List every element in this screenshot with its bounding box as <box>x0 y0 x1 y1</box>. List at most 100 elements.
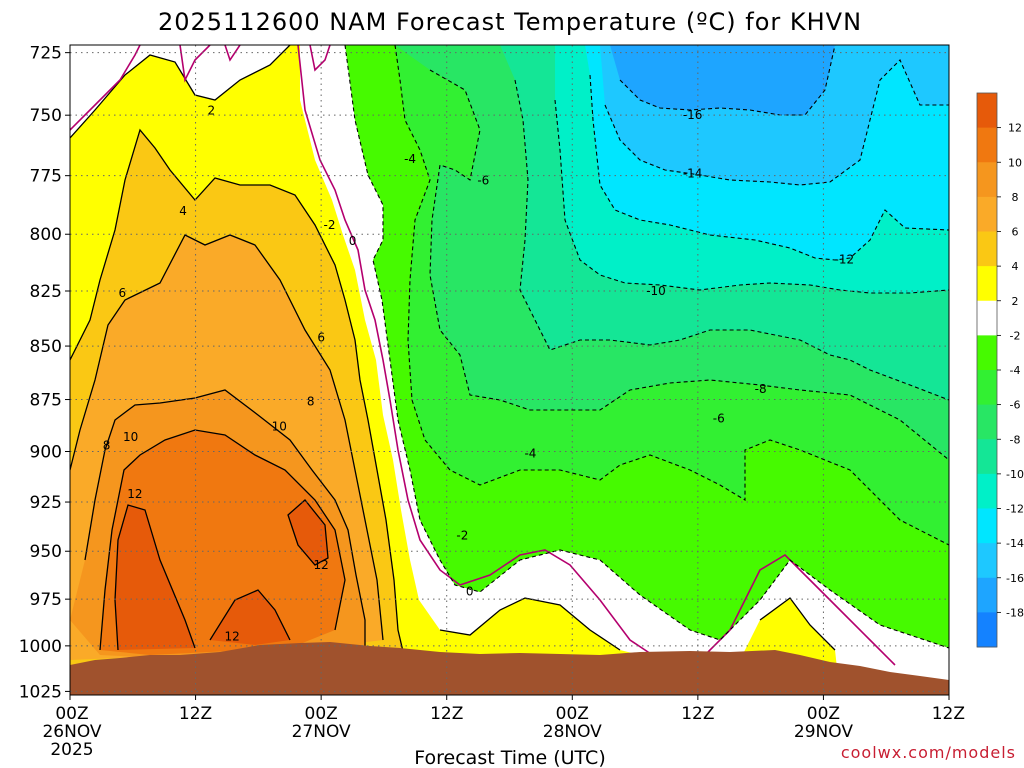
x-tick-label: 12Z <box>430 704 463 724</box>
x-tick-year: 2025 <box>50 740 93 760</box>
colorbar-label: -12 <box>1006 503 1024 516</box>
contour-label: 10 <box>123 430 138 444</box>
x-tick-label: 12Z <box>681 704 714 724</box>
x-tick-date: 26NOV <box>42 722 101 742</box>
colorbar-label: 8 <box>1012 191 1019 204</box>
y-tick-label: 750 <box>30 106 62 126</box>
colorbar-swatch <box>977 93 997 129</box>
x-tick-label: 12Z <box>932 704 965 724</box>
y-tick-label: 925 <box>30 493 62 513</box>
contour-line-0 <box>297 45 661 661</box>
contour-label: 0 <box>349 234 357 248</box>
chart-title: 2025112600 NAM Forecast Temperature (ºC)… <box>158 8 862 36</box>
contour-label: 10 <box>272 420 287 434</box>
y-tick-label: 1000 <box>19 637 62 657</box>
colorbar-swatch <box>977 508 997 544</box>
contour-line-minus4 <box>394 45 949 546</box>
y-axis: 725 750 775 800 825 850 875 900 925 950 975 1000 102… <box>19 44 70 702</box>
contour-label: 12 <box>314 558 329 572</box>
contour-label: -14 <box>683 166 703 180</box>
colorbar-swatch <box>977 543 997 579</box>
contour-line-minus12 <box>589 74 949 261</box>
colorbar-label: -16 <box>1006 572 1024 585</box>
contour-label: 6 <box>317 330 325 344</box>
contour-line-0-b <box>699 553 896 666</box>
contour-label: -4 <box>404 152 416 166</box>
credit-text: coolwx.com/models <box>841 743 1016 762</box>
colorbar-label: -4 <box>1010 364 1021 377</box>
colorbar-label: -8 <box>1010 433 1021 446</box>
freezing-line <box>70 45 896 666</box>
band-minus16-to-minus18 <box>610 45 835 115</box>
cold-contours <box>344 45 949 649</box>
colorbar: 12 10 8 6 4 2 -2 -4 -6 -8 -10 -12 -14 -16 -18 <box>976 92 1024 648</box>
colorbar-label: 4 <box>1012 260 1019 273</box>
y-tick-label: 825 <box>30 282 62 302</box>
contour-line-minus8 <box>514 79 949 401</box>
colorbar-label: -6 <box>1010 399 1021 412</box>
contour-label: -12 <box>835 252 855 266</box>
colorbar-swatch <box>977 162 997 198</box>
colorbar-swatch <box>977 404 997 440</box>
contour-line-minus14 <box>604 59 949 186</box>
contour-line-10 <box>99 429 346 651</box>
contour-label: 12 <box>225 630 240 644</box>
colorbar-swatch <box>977 473 997 509</box>
colorbar-swatch <box>977 266 997 302</box>
warm-contours <box>70 45 836 661</box>
y-tick-label: 850 <box>30 337 62 357</box>
colorbar-swatch <box>977 127 997 163</box>
contour-line-4 <box>70 128 406 661</box>
contour-line-2-lower <box>439 597 836 651</box>
contour-label: 8 <box>307 395 315 409</box>
x-tick-label: 00Z <box>305 704 338 724</box>
y-tick-label: 1025 <box>19 682 62 702</box>
contour-label: -8 <box>755 382 767 396</box>
contour-line-minus2 <box>344 45 949 649</box>
x-tick-date: 28NOV <box>543 722 602 742</box>
colorbar-label: -10 <box>1006 468 1024 481</box>
y-tick-label: 800 <box>30 225 62 245</box>
colorbar-swatch <box>977 335 997 371</box>
contour-line-6 <box>70 234 384 641</box>
y-tick-label: 975 <box>30 590 62 610</box>
colorbar-label: 6 <box>1012 226 1019 239</box>
contour-label: -2 <box>324 218 336 232</box>
contour-label: 0 <box>466 585 474 599</box>
colorbar-label: -2 <box>1010 329 1021 342</box>
y-tick-label: 725 <box>30 44 62 64</box>
x-tick-label: 12Z <box>179 704 212 724</box>
contour-line-0-c <box>70 45 331 131</box>
band-above-12 <box>115 500 328 650</box>
grid <box>70 45 949 695</box>
terrain-surface <box>70 642 949 695</box>
colorbar-swatch <box>977 231 997 267</box>
contour-label: -16 <box>683 108 703 122</box>
contour-labels: 2 4 6 8 10 12 6 10 8 12 12 -2 0 -4 -6 -4 -2 0 -10 -14 -16 -12… <box>103 103 855 644</box>
x-tick-label: 00Z <box>556 704 589 724</box>
colorbar-label: -14 <box>1006 537 1024 550</box>
colorbar-swatch <box>977 612 997 648</box>
x-axis-title: Forecast Time (UTC) <box>414 747 605 768</box>
contour-label: -6 <box>713 411 725 425</box>
y-tick-label: 900 <box>30 443 62 463</box>
colorbar-swatch <box>977 300 997 336</box>
contour-label: 2 <box>207 103 215 117</box>
colorbar-swatch <box>977 196 997 232</box>
y-tick-label: 775 <box>30 167 62 187</box>
plot-frame <box>69 44 950 696</box>
contour-line-minus16 <box>619 45 836 116</box>
contour-line-minus10 <box>554 99 949 294</box>
x-tick-date: 29NOV <box>794 722 853 742</box>
contour-label: 8 <box>103 438 111 452</box>
y-tick-label: 950 <box>30 542 62 562</box>
plot-area <box>70 45 949 695</box>
contour-line-8 <box>84 389 366 650</box>
colorbar-label: 10 <box>1008 156 1022 169</box>
colorbar-label: -18 <box>1006 606 1024 619</box>
contour-label: 12 <box>127 487 142 501</box>
contour-label: -10 <box>646 284 666 298</box>
contour-label: 4 <box>179 204 187 218</box>
x-tick-label: 00Z <box>807 704 840 724</box>
